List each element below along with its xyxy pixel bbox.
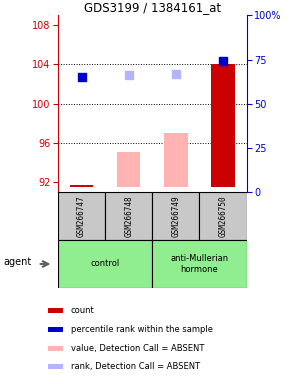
Point [126,72,131,78]
Text: anti-Mullerian
hormone: anti-Mullerian hormone [170,254,229,274]
Bar [152,192,200,240]
Bar [105,192,152,240]
Title: GDS3199 / 1384161_at: GDS3199 / 1384161_at [84,1,221,14]
Bar [164,133,188,187]
Bar [58,240,152,288]
Text: rank, Detection Call = ABSENT: rank, Detection Call = ABSENT [71,362,200,371]
Point [173,71,178,77]
Bar [48,364,63,369]
Point [79,74,84,80]
Bar [70,185,93,187]
Bar [152,240,246,288]
Text: GSM266748: GSM266748 [124,195,133,237]
Point [221,58,225,65]
Text: percentile rank within the sample: percentile rank within the sample [71,325,213,334]
Bar [211,65,235,187]
Text: value, Detection Call = ABSENT: value, Detection Call = ABSENT [71,344,204,353]
Bar [48,327,63,332]
Bar [48,308,63,313]
Text: agent: agent [3,257,31,266]
Bar [48,346,63,351]
Text: GSM266747: GSM266747 [77,195,86,237]
Bar [58,192,105,240]
Text: GSM266750: GSM266750 [218,195,227,237]
Text: GSM266749: GSM266749 [171,195,180,237]
Bar [117,152,140,187]
Text: count: count [71,306,94,315]
Bar [200,192,246,240]
Text: control: control [90,260,120,268]
